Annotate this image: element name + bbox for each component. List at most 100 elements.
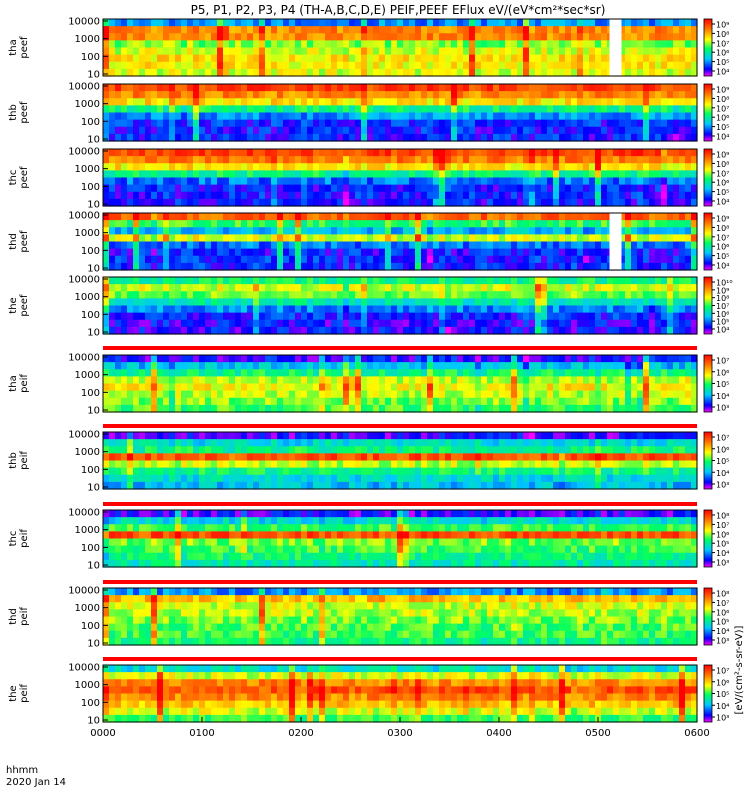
spectrogram-cell [343,84,350,92]
spectrogram-cell [331,98,338,106]
spectrogram-cell [667,170,674,179]
spectrogram-cell [247,298,254,307]
spectrogram-cell [283,19,290,27]
spectrogram-cell [145,191,152,200]
spectrogram-cell [499,220,506,228]
spectrogram-cell [601,198,608,207]
spectrogram-cell [577,227,584,235]
spectrogram-cell [343,319,350,328]
spectrogram-cell [139,355,146,363]
spectrogram-cell [613,355,620,363]
spectrogram-cell [277,112,284,121]
spectrogram-cell [361,312,368,321]
spectrogram-cell [151,467,158,476]
spectrogram-cell [307,255,314,264]
spectrogram-cell [301,33,308,41]
spectrogram-image [103,355,698,413]
spectrogram-cell [211,198,218,207]
spectrogram-cell [583,61,590,70]
spectrogram-cell [331,312,338,321]
spectrogram-cell [361,241,368,250]
spectrogram-cell [673,284,680,292]
spectrogram-cell [175,68,182,77]
spectrogram-cell [427,284,434,292]
spectrogram-cell [469,47,476,56]
spectrogram-cell [337,61,344,70]
spectrogram-cell [535,33,542,41]
spectrogram-cell [373,404,380,413]
spectrogram-cell [295,19,302,27]
spectrogram-cell [319,376,326,385]
spectrogram-cell [475,404,482,413]
spectrogram-cell [475,61,482,70]
spectrogram-cell [241,163,248,171]
spectrogram-cell [295,227,302,235]
spectrogram-cell [493,84,500,92]
spectrogram-cell [169,156,176,164]
spectrogram-cell [127,163,134,171]
spectrogram-cell [685,227,692,235]
spectrogram-cell [373,33,380,41]
spectrogram-cell [265,191,272,200]
spectrogram-cell [373,319,380,328]
spectrogram-cell [397,191,404,200]
spectrogram-cell [571,156,578,164]
spectrogram-cell [637,262,644,271]
spectrogram-cell [313,126,320,135]
spectrogram-cell [535,362,542,370]
spectrogram-cell [367,47,374,56]
spectrogram-cell [667,262,674,271]
spectrogram-cell [169,277,176,285]
spectrogram-cell [157,119,164,128]
spectrogram-cell [349,119,356,128]
spectrogram-cell [307,163,314,171]
spectrogram-cell [529,112,536,121]
spectrogram-cell [163,198,170,207]
spectrogram-cell [565,184,572,193]
spectrogram-cell [571,163,578,171]
spectrogram-cell [313,133,320,142]
spectrogram-cell [625,326,632,335]
spectrogram-cell [313,262,320,271]
spectrogram-cell [211,291,218,299]
spectrogram-cell [505,54,512,63]
spectrogram-cell [253,241,260,250]
spectrogram-cell [289,262,296,271]
spectrogram-cell [673,98,680,106]
spectrogram-cell [391,376,398,385]
spectrogram-cell [595,177,602,186]
spectrogram-cell [661,227,668,235]
spectrogram-cell [115,177,122,186]
spectrogram-cell [235,61,242,70]
colorbar-tick-label: 10⁴ [716,133,729,142]
spectrogram-cell [373,198,380,207]
spectrogram-cell [649,298,656,307]
spectrogram-cell [427,262,434,271]
spectrogram-cell [325,170,332,179]
spectrogram-cell [343,305,350,314]
spectrogram-cell [109,390,116,399]
spectrogram-cell [325,198,332,207]
spectrogram-cell [457,404,464,413]
spectrogram-cell [427,54,434,63]
spectrogram-cell [475,362,482,370]
spectrogram-cell [193,40,200,49]
spectrogram-cell [643,91,650,99]
spectrogram-cell [301,227,308,235]
spectrogram-cell [415,376,422,385]
spectrogram-cell [247,149,254,157]
spectrogram-cell [541,119,548,128]
spectrogram-cell [187,404,194,413]
spectrogram-cell [427,198,434,207]
spectrogram-cell [649,26,656,34]
spectrogram-cell [103,220,110,228]
spectrogram-cell [451,47,458,56]
spectrogram-cell [271,277,278,285]
spectrogram-cell [649,227,656,235]
spectrogram-cell [577,305,584,314]
spectrogram-cell [637,149,644,157]
spectrogram-cell [613,404,620,413]
spectrogram-cell [577,133,584,142]
spectrogram-cell [511,383,518,392]
spectrogram-cell [325,91,332,99]
